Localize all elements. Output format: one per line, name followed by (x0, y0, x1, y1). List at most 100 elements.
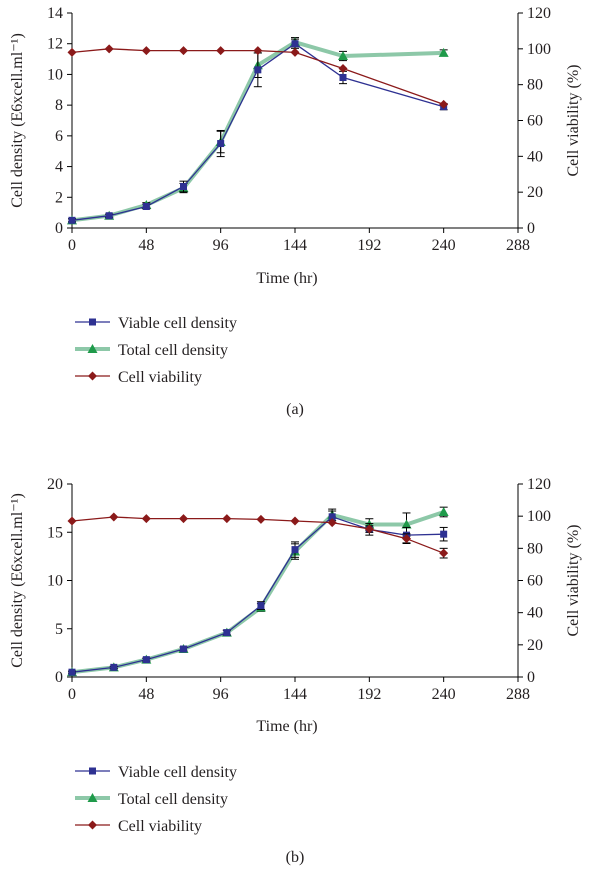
data-point (216, 46, 226, 56)
series-cell-viability (67, 512, 449, 559)
data-point (328, 513, 336, 521)
y-tick-label: 20 (47, 476, 63, 493)
data-point (142, 656, 150, 664)
data-point (180, 645, 187, 653)
data-point (257, 602, 265, 610)
data-point (438, 506, 449, 516)
data-point (179, 46, 188, 56)
y-tick-label: 12 (47, 36, 63, 53)
data-point (141, 46, 151, 56)
data-point (223, 629, 231, 637)
data-point (402, 534, 411, 544)
series-line (71, 516, 444, 673)
data-point (256, 514, 266, 524)
data-point (338, 51, 349, 60)
y-tick-label: 0 (55, 669, 63, 686)
y2-tick-label: 0 (527, 669, 535, 686)
legend-label: Cell viability (118, 369, 202, 386)
legend-label: Total cell density (118, 342, 228, 359)
x-tick-label: 48 (138, 686, 154, 703)
x-axis-title: Time (hr) (256, 718, 317, 735)
data-point (440, 530, 448, 538)
y2-tick-label: 80 (527, 540, 543, 557)
legend: Viable cell density Total cell density Cel… (75, 764, 237, 835)
data-point (217, 140, 225, 148)
data-point (180, 183, 187, 191)
data-point (401, 519, 412, 529)
y2-tick-label: 100 (527, 508, 551, 525)
data-point (364, 524, 374, 534)
y2-axis-title: Cell viability (%) (565, 525, 582, 637)
y-tick-label: 10 (47, 66, 63, 83)
legend-label: Total cell density (118, 791, 228, 808)
series-line (71, 510, 445, 675)
panel-label: (a) (286, 401, 304, 418)
legend-label: Viable cell density (118, 315, 237, 332)
data-point (253, 46, 263, 56)
legend: Viable cell density Total cell density Cel… (75, 315, 237, 386)
data-point (439, 548, 449, 558)
y2-tick-label: 80 (527, 77, 543, 94)
data-point (179, 514, 188, 524)
x-tick-label: 48 (138, 237, 154, 254)
x-tick-label: 96 (213, 686, 229, 703)
legend-marker (87, 793, 98, 802)
data-point (439, 99, 449, 109)
legend-label: Cell viability (118, 818, 202, 835)
x-axis-title: Time (hr) (256, 270, 317, 287)
data-point (254, 66, 262, 74)
data-point (142, 203, 150, 210)
data-point (339, 74, 347, 81)
y2-tick-label: 120 (527, 5, 551, 22)
data-point (338, 64, 348, 74)
data-point (327, 518, 337, 528)
data-point (290, 516, 300, 526)
y-tick-label: 4 (55, 159, 63, 176)
series-viable-cell-density (68, 510, 448, 676)
x-tick-label: 192 (357, 686, 381, 703)
x-tick-label: 144 (283, 237, 307, 254)
y-axis-title: Cell density (E6xcell.ml⁻¹) (9, 33, 26, 208)
legend-marker (89, 318, 96, 326)
y2-tick-label: 60 (527, 573, 543, 590)
data-point (105, 212, 113, 220)
panel-label: (b) (286, 849, 305, 866)
series-line (71, 516, 444, 554)
data-point (68, 668, 76, 676)
x-tick-label: 144 (283, 686, 307, 703)
data-point (438, 47, 449, 57)
data-point (104, 44, 114, 54)
data-point (222, 514, 232, 524)
data-point (291, 546, 299, 554)
data-point (290, 47, 300, 57)
y2-tick-label: 120 (527, 476, 551, 493)
legend-marker (88, 820, 97, 830)
y2-tick-label: 20 (527, 184, 543, 201)
y-tick-label: 14 (47, 5, 63, 22)
series-viable-cell-density (68, 38, 448, 224)
y-tick-label: 10 (47, 573, 63, 590)
y2-tick-label: 0 (527, 220, 535, 237)
y2-tick-label: 20 (527, 637, 543, 654)
y-axis-title: Cell density (E6xcell.ml⁻¹) (9, 493, 26, 668)
chart-panel-b: 0 48 96 144 192 240 28805101520020406080100120… (9, 476, 582, 866)
y-tick-label: 8 (55, 97, 63, 114)
data-point (110, 663, 118, 671)
y2-tick-label: 40 (527, 148, 543, 165)
x-tick-label: 192 (357, 237, 381, 254)
y-tick-label: 2 (55, 189, 63, 206)
x-tick-label: 240 (432, 686, 456, 703)
data-point (291, 40, 299, 48)
y-tick-label: 0 (55, 220, 63, 237)
legend-marker (87, 344, 98, 353)
x-tick-label: 96 (213, 237, 229, 254)
chart-panel-a: 0 48 96 144 192 240 28802468101214020406080100… (9, 5, 582, 418)
x-tick-label: 288 (506, 237, 530, 254)
series-cell-viability (67, 44, 449, 109)
y-tick-label: 15 (47, 524, 63, 541)
x-tick-label: 0 (68, 686, 76, 703)
legend-marker (88, 371, 97, 381)
y-tick-label: 6 (55, 128, 63, 145)
data-point (141, 514, 151, 524)
